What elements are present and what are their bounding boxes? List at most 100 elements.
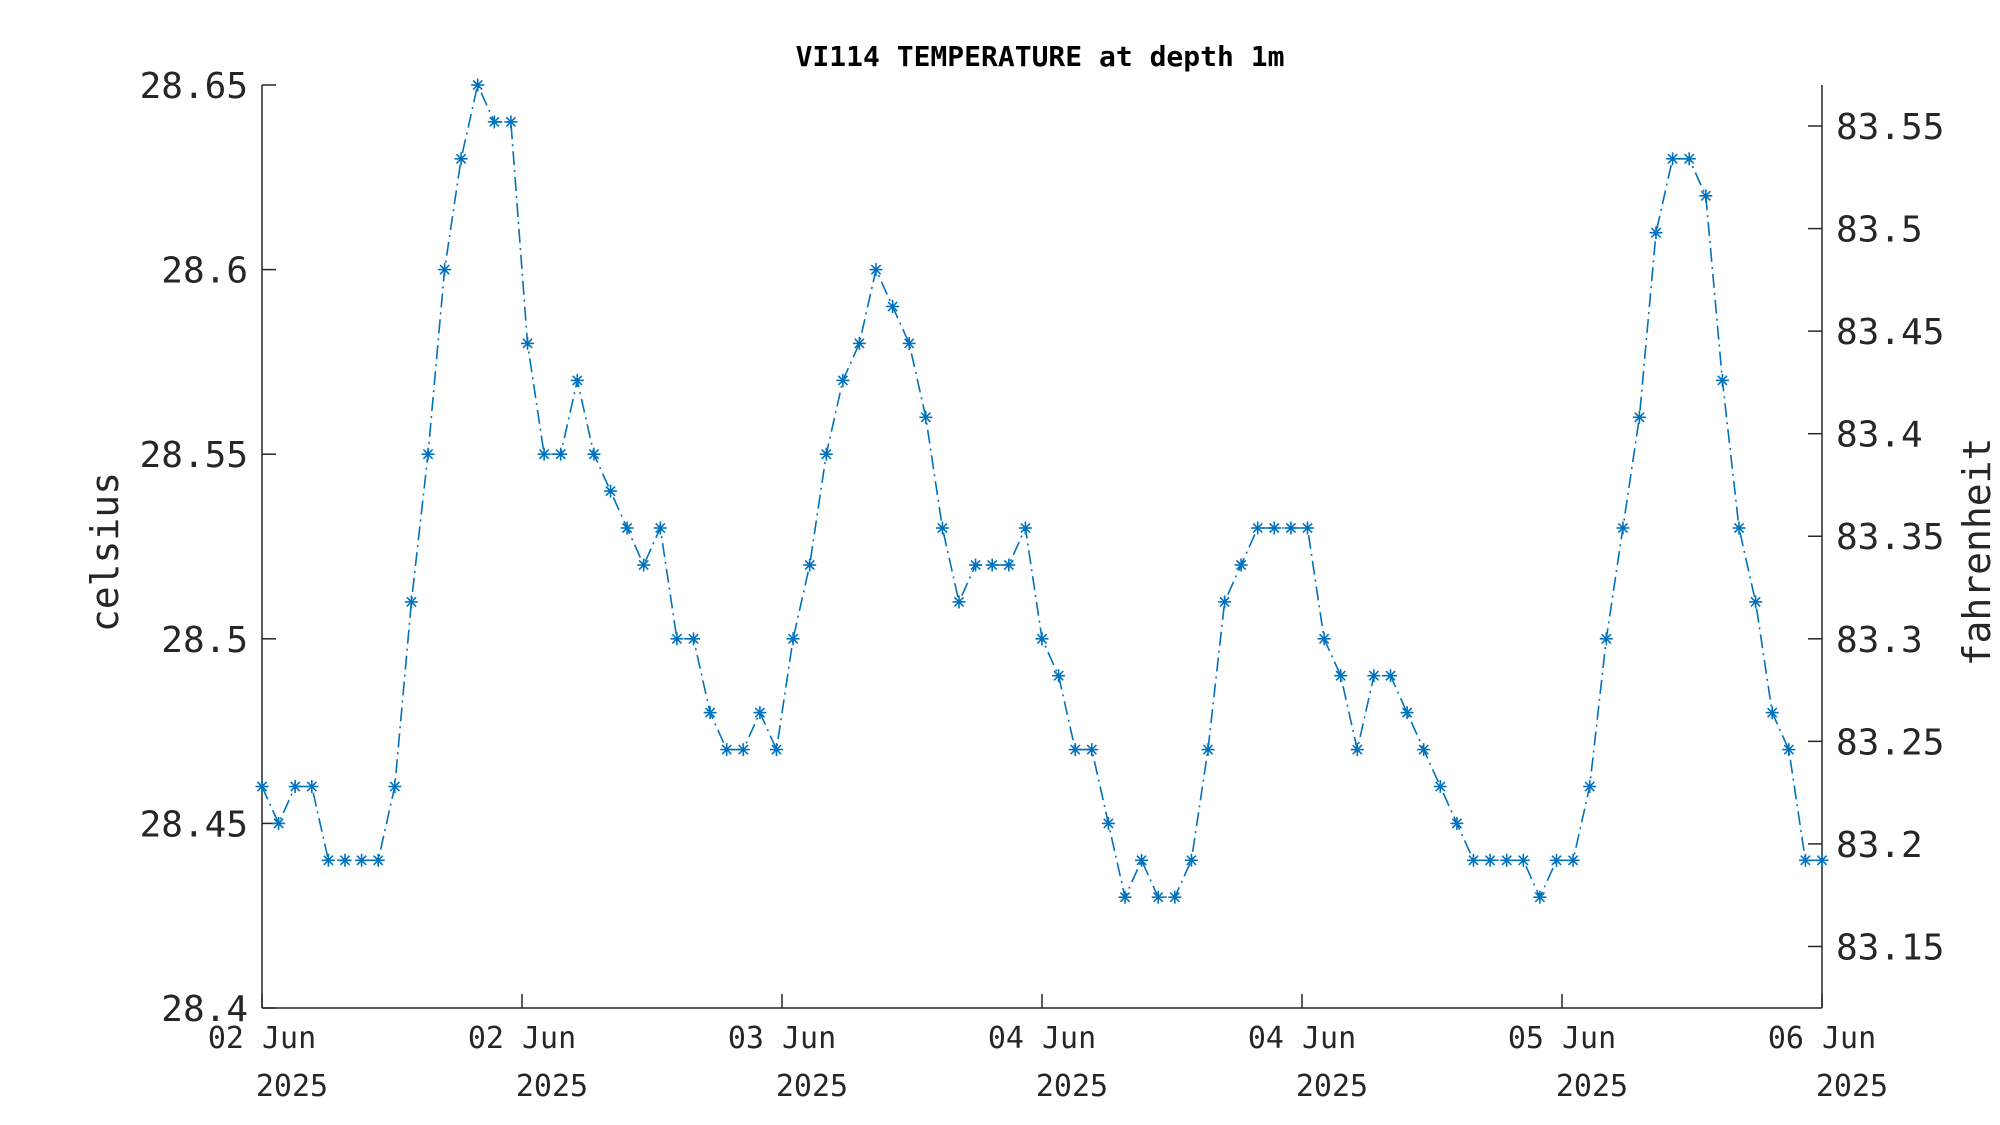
data-point-marker [1400,706,1414,720]
right-y-tick-label: 83.2 [1836,825,1923,866]
data-point-marker [1599,632,1613,646]
left-y-axis-label: celsius [83,472,127,632]
data-point-marker [1649,226,1663,240]
data-point-marker [1350,743,1364,757]
data-point-marker [969,558,983,572]
data-point-marker [1384,669,1397,683]
data-point-marker [371,853,385,867]
x-tick-label-year: 2025 [776,1069,848,1104]
right-y-tick-label: 83.4 [1836,415,1923,456]
data-point-marker [487,115,501,129]
data-point-marker [438,263,452,277]
data-point-marker [1433,780,1447,793]
data-point-marker [886,300,900,313]
right-y-tick-label: 83.15 [1836,927,1944,968]
left-y-tick-label: 28.4 [161,989,248,1030]
data-point-marker [1732,521,1746,535]
data-point-marker [1533,890,1547,904]
data-point-marker [1467,853,1480,867]
data-point-marker [1367,669,1381,683]
data-point-marker [1566,853,1580,867]
data-point-marker [255,780,269,793]
right-y-tick-label: 83.5 [1836,210,1923,251]
x-tick-label-year: 2025 [516,1069,588,1104]
x-tick-label-date: 02 Jun [208,1021,316,1056]
data-point-marker [1583,780,1597,793]
data-point-marker [1815,853,1829,867]
temperature-series [255,78,1829,904]
data-point-marker [902,336,916,350]
left-y-tick-label: 28.55 [140,435,248,476]
data-point-marker [1516,853,1530,867]
data-point-marker [803,558,817,572]
data-point-marker [1334,669,1348,683]
data-point-marker [1483,853,1497,867]
data-point-marker [753,706,767,720]
data-point-marker [985,558,999,572]
data-point-marker [1184,853,1198,867]
right-y-tick-label: 83.55 [1836,107,1944,148]
data-point-marker [637,558,651,572]
data-point-marker [521,336,534,350]
data-point-marker [1715,373,1729,387]
series-line [261,82,1822,900]
data-point-marker [1301,521,1314,535]
data-point-marker [1550,853,1563,867]
data-point-marker [537,447,551,461]
right-y-tick-label: 83.35 [1836,517,1944,558]
x-tick-label-date: 05 Jun [1508,1021,1616,1056]
data-point-marker [1417,743,1431,757]
x-tick-label-date: 06 Jun [1768,1021,1876,1056]
data-point-marker [321,853,335,867]
chart-title: VI114 TEMPERATURE at depth 1m [796,40,1285,73]
left-y-tick-label: 28.65 [140,66,248,107]
data-point-marker [587,447,601,461]
data-point-marker [1135,853,1149,867]
data-point-marker [935,521,949,535]
data-point-marker [288,780,302,793]
data-point-marker [869,263,883,277]
data-point-marker [338,853,352,867]
right-y-tick-label: 83.25 [1836,722,1944,763]
data-point-marker [1632,410,1646,424]
data-point-marker [355,853,369,867]
x-tick-label-year: 2025 [1556,1069,1628,1104]
x-tick-label-date: 02 Jun [468,1021,576,1056]
right-y-axis-ticks: 83.15 83.2 83.25 83.3 83.35 83.4 83.45 83.5 83.5… [1808,107,1944,968]
data-point-marker [604,484,617,498]
data-point-marker [1765,706,1779,720]
data-point-marker [1284,521,1298,535]
data-point-marker [1018,521,1032,535]
data-point-marker [786,632,800,646]
data-point-marker [1267,521,1281,535]
data-point-marker [1616,521,1630,535]
x-tick-label-year: 2025 [1816,1069,1888,1104]
data-point-marker [388,780,402,793]
data-point-marker [1035,632,1049,646]
x-tick-label-date: 03 Jun [728,1021,836,1056]
data-point-marker [919,410,933,424]
data-point-marker [1500,853,1514,867]
right-y-tick-label: 83.3 [1836,620,1923,661]
data-point-marker [570,373,584,387]
data-point-marker [736,743,750,757]
x-axis-ticks: 02 Jun 2025 02 Jun 2025 03 Jun 2025 04 Jun 2025… [208,994,1888,1104]
data-point-marker [305,780,319,793]
data-point-marker [454,152,468,166]
data-point-marker [421,447,435,461]
data-point-marker [1699,189,1713,203]
data-point-marker [1798,853,1812,867]
data-point-marker [770,743,783,757]
data-point-marker [1101,816,1115,830]
data-point-marker [703,706,717,720]
right-y-axis-label: fahrenheit [1955,438,1999,667]
data-point-marker [836,373,850,387]
data-point-marker [1782,743,1796,757]
right-y-tick-label: 83.45 [1836,312,1944,353]
data-point-marker [1749,595,1763,609]
left-y-tick-label: 28.45 [140,804,248,845]
x-tick-label-year: 2025 [256,1069,328,1104]
x-tick-label-year: 2025 [1036,1069,1108,1104]
data-point-marker [819,447,833,461]
data-point-marker [471,78,485,92]
